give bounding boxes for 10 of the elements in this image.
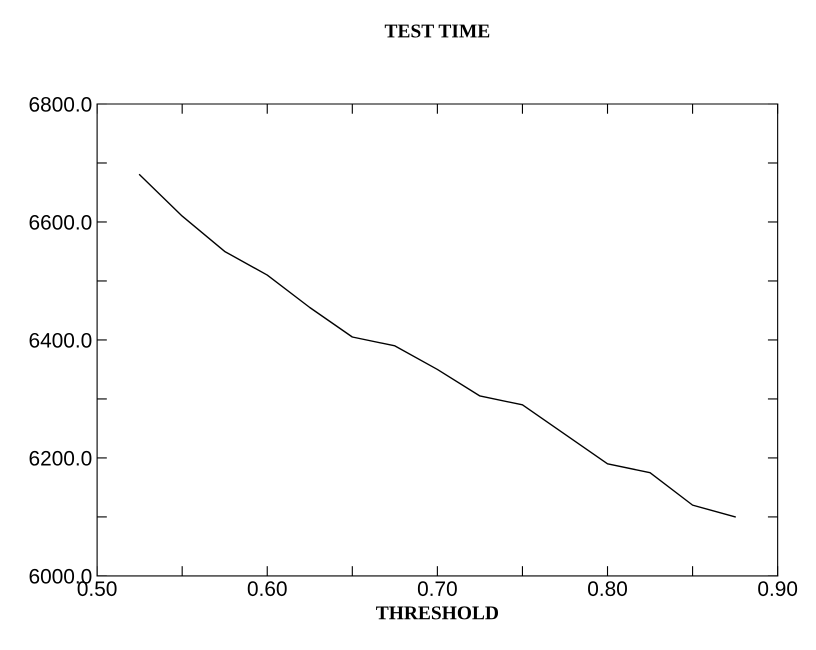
x-axis-title: THRESHOLD: [376, 606, 498, 620]
x-tick-label: 0.80: [588, 581, 627, 596]
x-tick-label: 0.70: [418, 581, 457, 596]
y-tick-label: 6600.0: [30, 214, 92, 230]
y-tick-label: 6800.0: [30, 97, 92, 112]
y-tick-label: 6400.0: [30, 332, 92, 348]
chart-title: TEST TIME: [384, 24, 490, 38]
y-tick-label: 6200.0: [30, 450, 92, 466]
x-tick-label: 0.90: [758, 581, 798, 596]
x-tick-label: 0.60: [248, 581, 287, 596]
